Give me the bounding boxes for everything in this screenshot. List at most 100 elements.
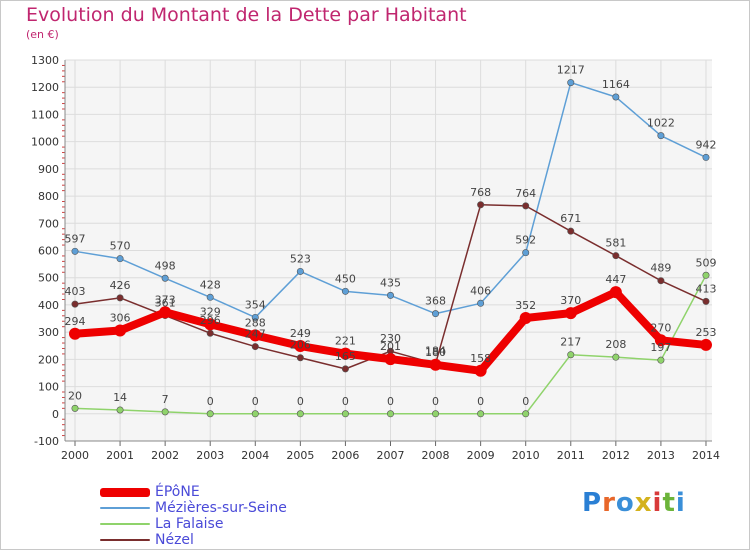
series-2-point-4 [251, 410, 259, 418]
y-tick-label-3: 200 [38, 353, 59, 366]
series-3-label-12: 581 [605, 237, 626, 250]
series-2-label-9: 0 [477, 395, 484, 408]
series-2-point-5 [296, 410, 304, 418]
series-1-label-9: 406 [470, 284, 491, 297]
series-0-label-6: 221 [335, 335, 356, 348]
legend-label-mezieres: Mézières-sur-Seine [155, 500, 287, 516]
y-tick-label-0: -100 [34, 435, 59, 448]
legend-item-mezieres[interactable]: Mézières-sur-Seine [100, 500, 287, 516]
legend-item-la-falaise[interactable]: La Falaise [100, 516, 287, 532]
series-0-label-12: 447 [605, 273, 626, 286]
x-tick-label-5: 2005 [286, 449, 314, 462]
series-3-label-8: 184 [425, 345, 446, 358]
series-2-label-12: 208 [605, 338, 626, 351]
x-tick-label-2: 2002 [151, 449, 179, 462]
series-1-label-7: 435 [380, 276, 401, 289]
series-1-point-3 [206, 293, 214, 301]
series-3-point-4 [251, 343, 259, 351]
x-tick-label-12: 2012 [602, 449, 630, 462]
x-tick-label-7: 2007 [376, 449, 404, 462]
legend-swatch-epone [100, 487, 150, 497]
legend-swatch-nezel [100, 539, 150, 541]
y-tick-label-1: 0 [52, 408, 59, 421]
series-1-label-8: 368 [425, 295, 446, 308]
series-1-point-12 [612, 93, 620, 101]
series-0-point-11 [564, 307, 577, 320]
x-tick-label-1: 2001 [106, 449, 134, 462]
series-2-point-1 [116, 406, 124, 414]
series-1-point-13 [657, 132, 665, 140]
x-tick-label-4: 2004 [241, 449, 269, 462]
series-3-label-9: 768 [470, 186, 491, 199]
series-1-point-10 [522, 249, 530, 257]
series-0-point-9 [474, 364, 487, 377]
series-1-label-4: 354 [245, 298, 266, 311]
y-tick-label-4: 300 [38, 326, 59, 339]
series-1-point-0 [71, 247, 79, 255]
series-3-point-10 [522, 202, 530, 210]
series-3-point-3 [206, 329, 214, 337]
label-layer: 294 306 373 329 288 249 221 201 180 158 352 370 447 2… [65, 64, 717, 408]
legend: ÉPôNE Mézières-sur-Seine La Falaise Néze… [100, 484, 287, 548]
series-3-point-14 [702, 297, 710, 305]
series-2-label-11: 217 [560, 336, 581, 349]
x-tick-label-3: 2003 [196, 449, 224, 462]
series-3-label-4: 247 [245, 328, 266, 341]
series-3-point-6 [341, 365, 349, 373]
series-0-point-14 [699, 338, 712, 351]
series-2-label-13: 197 [650, 341, 671, 354]
logo-letter-1: r [602, 488, 616, 518]
series-0-label-7: 201 [380, 340, 401, 353]
series-3-label-5: 206 [290, 339, 311, 352]
series-2-label-1: 14 [113, 391, 127, 404]
series-3-point-9 [477, 201, 485, 209]
series-0-label-2: 373 [155, 293, 176, 306]
series-3-point-5 [296, 354, 304, 362]
series-1-label-0: 597 [65, 232, 86, 245]
x-tick-label-10: 2010 [512, 449, 540, 462]
x-tick-label-0: 2000 [61, 449, 89, 462]
series-2-label-14: 509 [695, 256, 716, 269]
logo-letter-4: i [652, 488, 663, 518]
series-1-point-7 [386, 291, 394, 299]
x-tick-label-11: 2011 [557, 449, 585, 462]
series-0-point-1 [114, 324, 127, 337]
series-3-point-13 [657, 277, 665, 285]
legend-item-nezel[interactable]: Nézel [100, 532, 287, 548]
chart-title: Evolution du Montant de la Dette par Hab… [26, 4, 467, 26]
series-3-label-11: 671 [560, 212, 581, 225]
logo-letter-3: x [634, 488, 653, 518]
series-3-label-3: 296 [200, 314, 221, 327]
series-2-point-7 [386, 410, 394, 418]
series-3-label-13: 489 [650, 262, 671, 275]
legend-label-nezel: Nézel [155, 532, 194, 548]
series-0-point-10 [519, 311, 532, 324]
series-0-label-0: 294 [65, 315, 86, 328]
x-tick-label-14: 2014 [692, 449, 720, 462]
series-2-label-8: 0 [432, 395, 439, 408]
series-2-point-8 [432, 410, 440, 418]
y-tick-label-6: 500 [38, 272, 59, 285]
series-2-label-2: 7 [162, 393, 169, 406]
series-2-point-11 [567, 351, 575, 359]
legend-swatch-la-falaise [100, 523, 150, 525]
y-tick-label-10: 900 [38, 163, 59, 176]
legend-item-epone[interactable]: ÉPôNE [100, 484, 287, 500]
series-1-label-2: 498 [155, 259, 176, 272]
series-1-point-14 [702, 153, 710, 161]
x-tick-label-6: 2006 [331, 449, 359, 462]
series-1-label-5: 523 [290, 252, 311, 265]
y-tick-label-11: 1000 [31, 136, 59, 149]
series-1-point-9 [477, 299, 485, 307]
series-1-point-8 [432, 310, 440, 318]
series-3-label-6: 165 [335, 350, 356, 363]
x-tick-label-13: 2013 [647, 449, 675, 462]
proxiti-logo: Proxiti [582, 488, 686, 518]
series-2-point-12 [612, 353, 620, 361]
series-0-point-5 [294, 340, 307, 353]
series-3-label-7: 230 [380, 332, 401, 345]
series-1-point-6 [341, 287, 349, 295]
series-2-point-2 [161, 408, 169, 416]
series-3-label-1: 426 [110, 279, 131, 292]
series-2-point-9 [477, 410, 485, 418]
